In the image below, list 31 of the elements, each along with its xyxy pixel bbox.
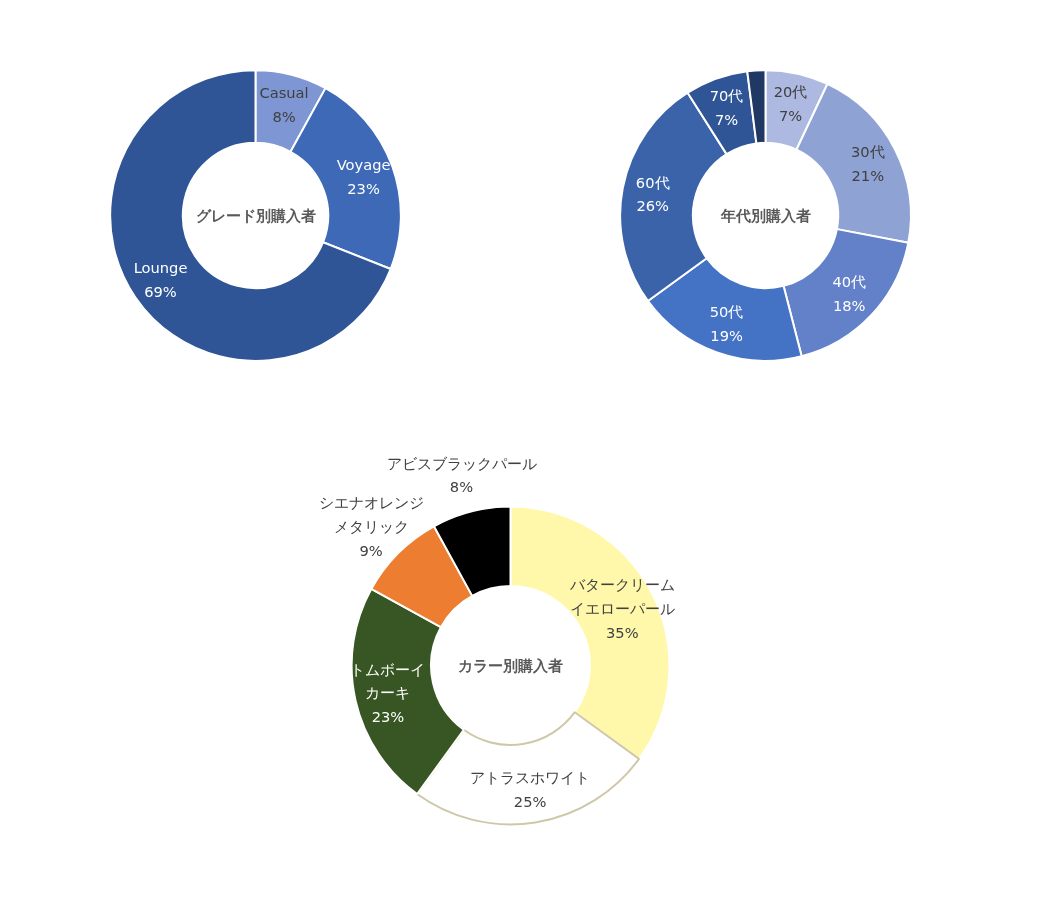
slice-label: トムボーイカーキ (350, 660, 426, 702)
text: カラー別購入者 (458, 657, 563, 674)
data-label: 7% (778, 107, 803, 125)
data-label: 7% (714, 111, 739, 129)
slice-label: Casual (259, 84, 309, 102)
data-label: 23% (371, 708, 405, 726)
data-label: 8% (449, 478, 474, 496)
data-label: 18% (832, 297, 866, 315)
slice-label: 40代 (832, 273, 867, 291)
slice-label: アビスブラックパール (386, 454, 537, 472)
slice-label: アトラスホワイト (470, 768, 591, 786)
slice-label: Voyage (336, 156, 391, 174)
data-label: 23% (347, 180, 380, 198)
slice-label: 30代 (851, 143, 885, 161)
slice-label: バタークリームイエローパール (568, 576, 675, 618)
data-label: 26% (636, 197, 670, 215)
data-label: 19% (710, 326, 743, 344)
data-label: 8% (272, 108, 296, 126)
slice-label: 50代 (709, 302, 744, 320)
data-label: 35% (606, 623, 639, 641)
data-label: 69% (144, 283, 177, 301)
slice-label: 70代 (709, 87, 744, 105)
data-label: 21% (851, 166, 885, 184)
data-label: 9% (359, 541, 383, 559)
slice-label: シエナオレンジメタリック (318, 494, 424, 535)
slice-label: 20代 (773, 83, 808, 101)
slice-label: 60代 (635, 173, 670, 191)
slice-label: Lounge (133, 259, 188, 277)
data-label: 25% (513, 792, 547, 810)
text: グレード別購入者 (195, 207, 316, 224)
text: 年代別購入者 (719, 207, 811, 224)
